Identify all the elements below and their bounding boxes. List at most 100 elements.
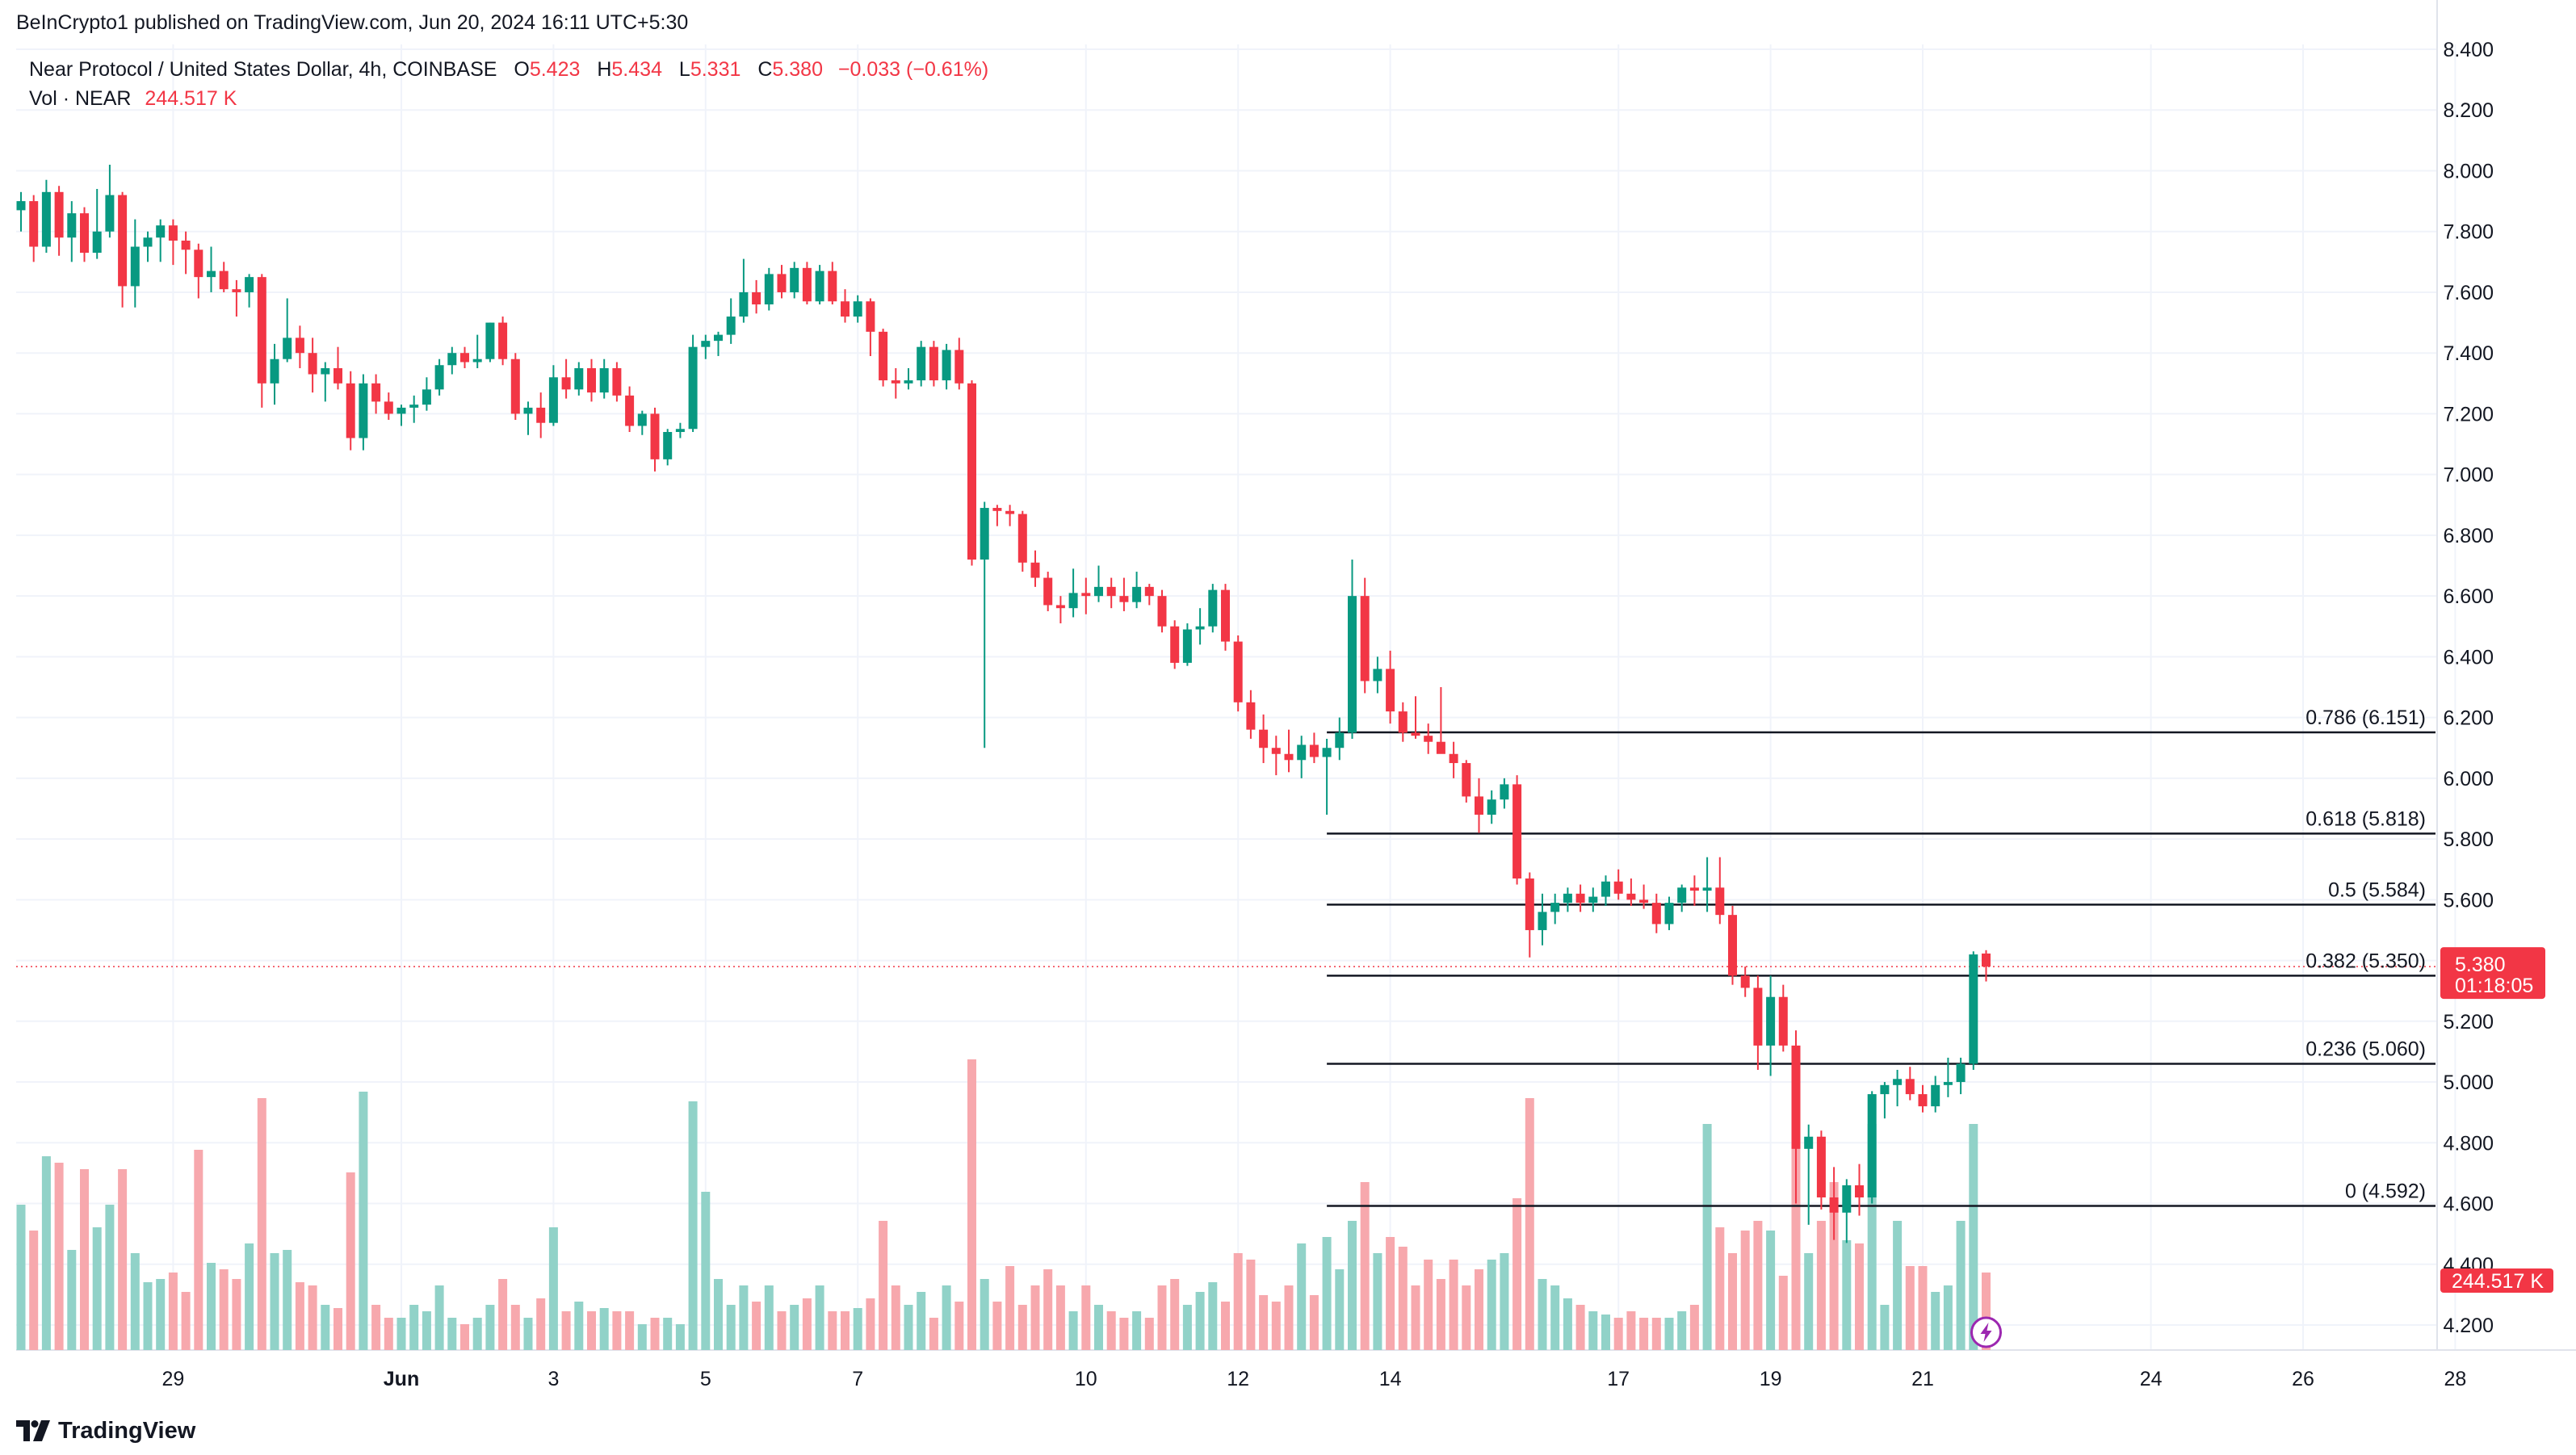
volume-bar [574, 1302, 584, 1350]
volume-bar [1880, 1305, 1890, 1350]
volume-bars [16, 966, 2437, 1350]
volume-bar [1728, 1253, 1737, 1350]
volume-bar [1525, 1098, 1534, 1350]
candle-body [866, 301, 875, 332]
volume-bar [41, 1156, 51, 1350]
candle-body [422, 389, 431, 405]
volume-bar [1297, 1243, 1307, 1350]
volume-bar [1905, 1266, 1915, 1350]
candle-body [1816, 1136, 1826, 1197]
volume-bar [270, 1253, 279, 1350]
time-tick-label: 10 [1075, 1368, 1097, 1390]
candle-body [1905, 1079, 1915, 1095]
candle-body [346, 383, 355, 438]
candle-body [1221, 589, 1230, 642]
candle-body [168, 225, 178, 241]
candle-body [1055, 605, 1065, 609]
volume-bar [1233, 1253, 1243, 1350]
candle-body [701, 341, 711, 347]
volume-bar [841, 1311, 850, 1350]
volume-bar [29, 1231, 39, 1350]
volume-bar [1449, 1260, 1458, 1350]
tradingview-brand[interactable]: TradingView [16, 1415, 195, 1447]
price-tick-label: 5.200 [2443, 1011, 2494, 1034]
candle-body [409, 405, 419, 408]
candle-body [1880, 1084, 1890, 1095]
candle-body [232, 289, 241, 292]
volume-bar [207, 1263, 216, 1350]
volume-bar [1613, 1318, 1623, 1350]
candle-body [904, 380, 913, 384]
price-tick-label: 6.400 [2443, 646, 2494, 669]
candle-body [1081, 593, 1091, 597]
candle-body [967, 383, 976, 560]
volume-bar [1931, 1292, 1940, 1350]
candle-body [929, 346, 938, 381]
volume-bar [67, 1250, 77, 1350]
volume-bar [1664, 1318, 1674, 1350]
time-tick-label: 28 [2444, 1368, 2466, 1390]
candle-body [790, 267, 799, 292]
change-value: −0.033 (−0.61%) [837, 58, 989, 81]
candle-body [625, 395, 635, 426]
volume-bar [1348, 1221, 1357, 1350]
volume-bar [1373, 1253, 1382, 1350]
candle-body [726, 317, 736, 335]
volume-bar [1081, 1285, 1091, 1350]
volume-bar [396, 1318, 406, 1350]
price-axis: 4.2004.4004.6004.8005.0005.2005.4005.600… [2443, 39, 2494, 1337]
volume-bar [1436, 1279, 1445, 1350]
candle-body [802, 267, 812, 302]
candle-body [1753, 987, 1763, 1046]
price-tick-label: 8.000 [2443, 160, 2494, 182]
volume-bar [612, 1311, 622, 1350]
volume-bar [308, 1285, 317, 1350]
volume-bar [1259, 1295, 1269, 1350]
volume-bar [1689, 1305, 1699, 1350]
volume-bar [1753, 1221, 1763, 1350]
time-tick-label: 21 [1911, 1368, 1934, 1390]
candle-body [815, 270, 824, 302]
candle-body [1411, 732, 1420, 736]
volume-bar [232, 1279, 241, 1350]
volume-bar [650, 1318, 660, 1350]
price-tick-label: 6.200 [2443, 707, 2494, 730]
candle-body [942, 350, 951, 381]
candle-body [675, 429, 685, 432]
volume-bar [942, 1285, 951, 1350]
candle-body [118, 195, 128, 287]
candle-body [1766, 996, 1776, 1046]
volume-bar [1816, 1221, 1826, 1350]
candle-body [1348, 596, 1357, 733]
symbol-row: Near Protocol / United States Dollar, 4h… [29, 55, 988, 84]
candle-body [1259, 729, 1269, 748]
candle-body [1170, 626, 1180, 663]
time-tick-label: 3 [548, 1368, 559, 1390]
volume-bar [1677, 1311, 1687, 1350]
volume-bar [802, 1298, 812, 1350]
volume-bar [625, 1311, 635, 1350]
open-label: O [514, 58, 530, 81]
candle-body [1246, 702, 1256, 730]
volume-bar [1055, 1285, 1065, 1350]
volume-bar [1106, 1311, 1116, 1350]
candle-body [1918, 1094, 1928, 1107]
candle-body [1601, 881, 1610, 897]
candle-body [1005, 510, 1015, 514]
candle-body [1829, 1197, 1839, 1213]
candle-body [194, 249, 203, 278]
volume-bar [790, 1305, 799, 1350]
price-tick-label: 6.800 [2443, 525, 2494, 547]
volume-bar [1842, 1240, 1852, 1350]
volume-bar [245, 1243, 254, 1350]
close-value: 5.380 [772, 58, 823, 81]
volume-bar [853, 1308, 862, 1350]
volume-bar [1030, 1285, 1040, 1350]
candle-body [548, 377, 558, 423]
candle-body [1195, 626, 1205, 630]
candle-body [245, 277, 254, 292]
candle-body [688, 346, 698, 430]
volume-tag [2440, 1268, 2553, 1293]
volume-bar [1132, 1311, 1142, 1350]
